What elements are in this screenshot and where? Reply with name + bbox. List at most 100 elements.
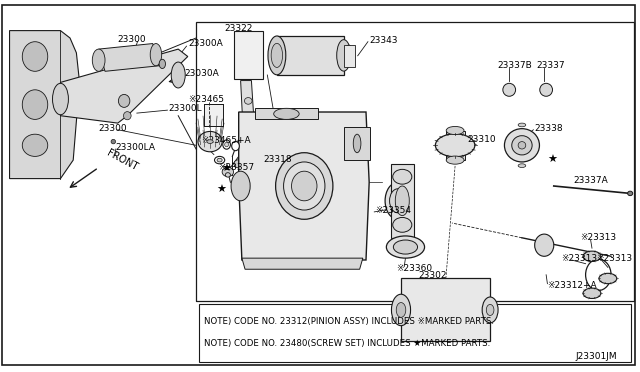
- Ellipse shape: [214, 156, 225, 164]
- Ellipse shape: [392, 294, 410, 326]
- Ellipse shape: [223, 140, 230, 149]
- Ellipse shape: [217, 158, 222, 162]
- Polygon shape: [392, 164, 413, 238]
- Text: 23302: 23302: [419, 271, 447, 280]
- Text: J23301JM: J23301JM: [576, 352, 618, 361]
- Bar: [234, 31, 263, 80]
- Text: ※23313: ※23313: [561, 254, 598, 263]
- Ellipse shape: [172, 62, 185, 88]
- Text: ※23360: ※23360: [396, 264, 432, 273]
- Ellipse shape: [486, 304, 494, 315]
- Text: 23030A: 23030A: [184, 69, 220, 78]
- Ellipse shape: [222, 167, 234, 177]
- Polygon shape: [242, 258, 363, 269]
- Text: 23300: 23300: [99, 124, 127, 133]
- Ellipse shape: [22, 90, 48, 119]
- Polygon shape: [60, 49, 188, 123]
- Text: 23338: 23338: [534, 124, 563, 133]
- Ellipse shape: [337, 40, 351, 71]
- Ellipse shape: [268, 36, 286, 75]
- Text: 23337B: 23337B: [498, 61, 532, 70]
- Ellipse shape: [583, 251, 601, 262]
- Ellipse shape: [385, 182, 410, 219]
- Polygon shape: [401, 279, 490, 341]
- Ellipse shape: [390, 189, 406, 213]
- Text: 23310: 23310: [468, 135, 497, 144]
- Text: ★: ★: [216, 185, 227, 195]
- Ellipse shape: [22, 134, 48, 156]
- Ellipse shape: [232, 141, 239, 151]
- Ellipse shape: [225, 142, 228, 147]
- Ellipse shape: [628, 191, 633, 196]
- Text: ※23357: ※23357: [218, 163, 254, 172]
- Ellipse shape: [504, 129, 540, 162]
- Ellipse shape: [518, 142, 526, 149]
- Polygon shape: [99, 44, 159, 71]
- Bar: [204, 104, 223, 126]
- Ellipse shape: [540, 83, 552, 96]
- Ellipse shape: [346, 45, 351, 53]
- Ellipse shape: [207, 140, 213, 144]
- Text: ※23313: ※23313: [596, 254, 632, 263]
- Ellipse shape: [225, 173, 230, 177]
- Text: 23343: 23343: [369, 36, 397, 45]
- Text: ★: ★: [547, 155, 557, 165]
- Ellipse shape: [396, 302, 406, 317]
- Ellipse shape: [393, 169, 412, 184]
- Ellipse shape: [353, 134, 361, 153]
- Ellipse shape: [150, 44, 162, 66]
- Text: 23322: 23322: [225, 24, 253, 33]
- Polygon shape: [445, 131, 465, 160]
- Ellipse shape: [118, 94, 130, 108]
- Polygon shape: [344, 127, 371, 160]
- Text: ※23312+A: ※23312+A: [547, 281, 597, 291]
- Text: 23300L: 23300L: [168, 104, 202, 113]
- Text: ※23313: ※23313: [580, 233, 616, 242]
- Text: 23300: 23300: [118, 35, 147, 44]
- Polygon shape: [241, 81, 255, 138]
- Ellipse shape: [231, 171, 250, 201]
- Ellipse shape: [346, 57, 351, 65]
- Bar: [198, 304, 632, 362]
- Ellipse shape: [583, 288, 601, 298]
- Polygon shape: [255, 108, 318, 119]
- Ellipse shape: [159, 59, 166, 68]
- Text: ※23465+A: ※23465+A: [201, 136, 251, 145]
- Ellipse shape: [534, 234, 554, 256]
- Polygon shape: [239, 112, 369, 260]
- Text: 23318: 23318: [264, 155, 292, 164]
- Ellipse shape: [198, 131, 222, 152]
- Text: ※23354: ※23354: [376, 206, 412, 215]
- Ellipse shape: [518, 123, 526, 127]
- Ellipse shape: [111, 140, 116, 144]
- Ellipse shape: [435, 134, 475, 157]
- Ellipse shape: [292, 171, 317, 201]
- Text: NOTE) CODE NO. 23312(PINION ASSY) INCLUDES ※MARKED PARTS.: NOTE) CODE NO. 23312(PINION ASSY) INCLUD…: [204, 317, 493, 326]
- Ellipse shape: [271, 44, 283, 67]
- Ellipse shape: [599, 273, 617, 284]
- Text: ★: ★: [221, 164, 231, 174]
- Ellipse shape: [234, 160, 243, 168]
- Text: 23300LA: 23300LA: [116, 142, 156, 152]
- Text: 23337A: 23337A: [573, 176, 607, 185]
- Ellipse shape: [274, 108, 299, 119]
- Ellipse shape: [482, 297, 498, 323]
- Ellipse shape: [52, 83, 68, 115]
- Ellipse shape: [396, 186, 410, 216]
- Text: 23337: 23337: [536, 61, 565, 70]
- Ellipse shape: [244, 97, 252, 104]
- Ellipse shape: [446, 156, 464, 164]
- Ellipse shape: [276, 153, 333, 219]
- Polygon shape: [277, 36, 344, 75]
- Ellipse shape: [387, 236, 424, 258]
- Ellipse shape: [446, 126, 464, 135]
- Ellipse shape: [512, 136, 532, 155]
- Text: 23300A: 23300A: [188, 39, 223, 48]
- Text: ※23465: ※23465: [188, 94, 225, 103]
- Ellipse shape: [394, 240, 417, 254]
- Ellipse shape: [518, 164, 526, 167]
- Ellipse shape: [22, 42, 48, 71]
- Ellipse shape: [503, 83, 516, 96]
- Bar: [344, 45, 355, 67]
- Ellipse shape: [393, 218, 412, 232]
